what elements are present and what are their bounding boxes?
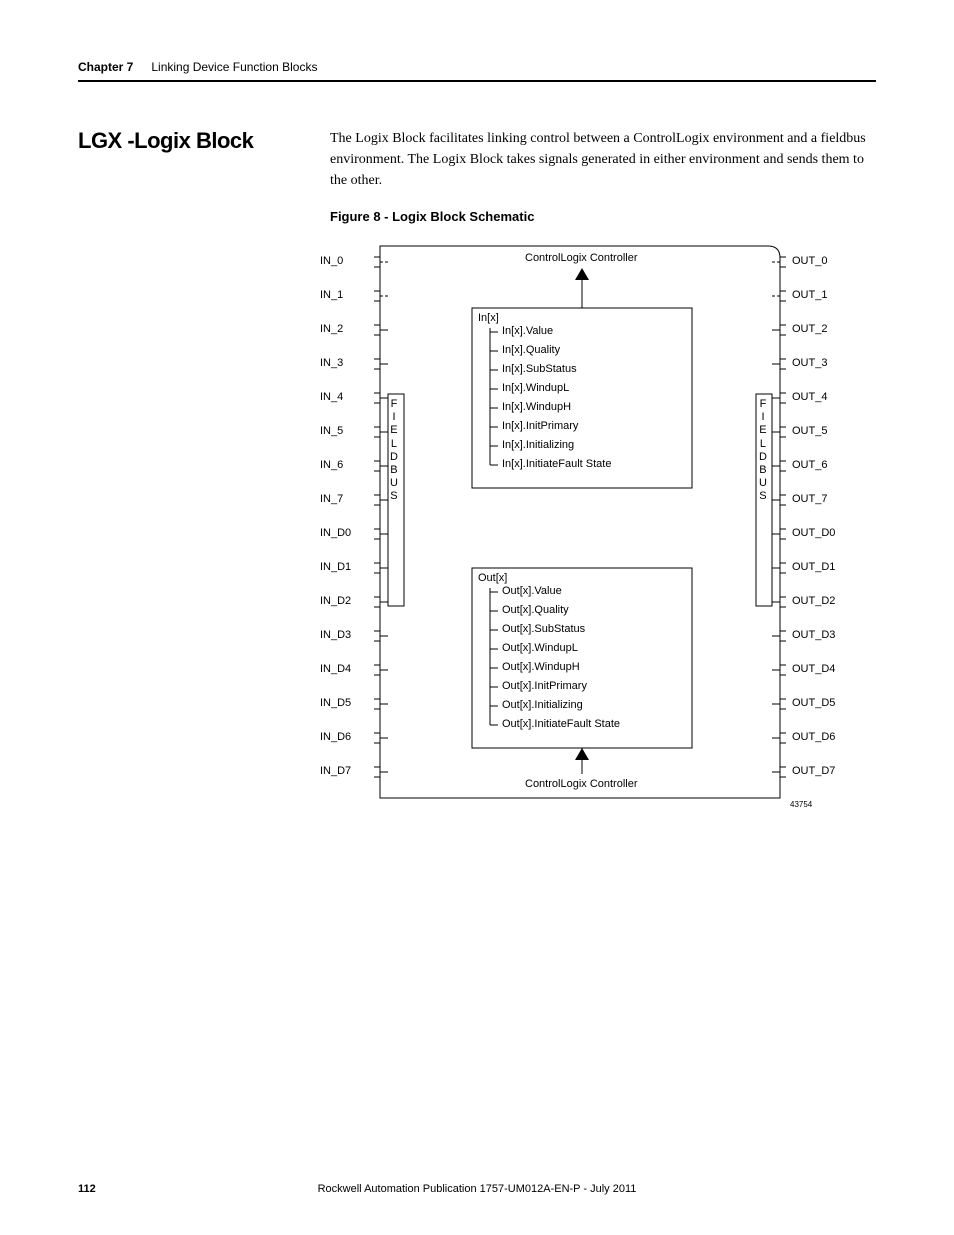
in-port-13: IN_D5 [320,697,351,709]
out-tree-item-1: Out[x].Quality [502,604,569,616]
in-port-7: IN_7 [320,493,343,505]
out-port-9: OUT_D1 [792,561,835,573]
in-port-6: IN_6 [320,459,343,471]
out-port-12: OUT_D4 [792,663,835,675]
out-tree-item-3: Out[x].WindupL [502,642,578,654]
chapter-label: Chapter 7 [78,60,133,74]
in-port-15: IN_D7 [320,765,351,777]
out-tree-item-4: Out[x].WindupH [502,661,580,673]
fieldbus-label-left: FIELDBUS [390,398,398,504]
out-port-5: OUT_5 [792,425,827,437]
in-port-5: IN_5 [320,425,343,437]
in-port-8: IN_D0 [320,527,351,539]
out-port-15: OUT_D7 [792,765,835,777]
out-port-1: OUT_1 [792,289,827,301]
in-port-4: IN_4 [320,391,343,403]
out-port-7: OUT_7 [792,493,827,505]
out-tree-root: Out[x] [478,572,507,584]
controllogix-bottom-label: ControlLogix Controller [525,778,638,790]
diagram-svg [320,238,840,828]
publication-info: Rockwell Automation Publication 1757-UM0… [318,1183,637,1195]
figure-caption: Figure 8 - Logix Block Schematic [330,209,876,224]
out-port-8: OUT_D0 [792,527,835,539]
in-tree-item-3: In[x].WindupL [502,382,569,394]
section-body: The Logix Block facilitates linking cont… [330,128,876,191]
out-port-11: OUT_D3 [792,629,835,641]
out-port-4: OUT_4 [792,391,827,403]
out-port-10: OUT_D2 [792,595,835,607]
out-tree-item-6: Out[x].Initializing [502,699,583,711]
out-port-0: OUT_0 [792,255,827,267]
content-columns: LGX -Logix Block The Logix Block facilit… [78,128,876,828]
chapter-title: Linking Device Function Blocks [151,60,317,74]
in-port-10: IN_D2 [320,595,351,607]
out-port-3: OUT_3 [792,357,827,369]
in-port-9: IN_D1 [320,561,351,573]
controllogix-top-label: ControlLogix Controller [525,252,638,264]
in-tree-item-5: In[x].InitPrimary [502,420,578,432]
running-header: Chapter 7 Linking Device Function Blocks [78,60,876,74]
left-column: LGX -Logix Block [78,128,298,828]
out-port-14: OUT_D6 [792,731,835,743]
figure-id-number: 43754 [790,800,812,809]
in-tree-root: In[x] [478,312,499,324]
in-port-12: IN_D4 [320,663,351,675]
in-tree-item-0: In[x].Value [502,325,553,337]
out-tree-item-2: Out[x].SubStatus [502,623,585,635]
page: Chapter 7 Linking Device Function Blocks… [0,0,954,1235]
page-footer: 112 Rockwell Automation Publication 1757… [78,1183,876,1195]
out-tree-item-7: Out[x].InitiateFault State [502,718,620,730]
page-number: 112 [78,1183,96,1195]
out-port-2: OUT_2 [792,323,827,335]
out-port-6: OUT_6 [792,459,827,471]
out-tree-item-5: Out[x].InitPrimary [502,680,587,692]
in-tree-item-1: In[x].Quality [502,344,560,356]
fieldbus-label-right: FIELDBUS [759,398,767,504]
in-tree-item-4: In[x].WindupH [502,401,571,413]
out-port-13: OUT_D5 [792,697,835,709]
in-port-0: IN_0 [320,255,343,267]
header-rule [78,80,876,82]
out-tree-item-0: Out[x].Value [502,585,562,597]
in-port-3: IN_3 [320,357,343,369]
section-heading: LGX -Logix Block [78,128,298,154]
in-tree-item-7: In[x].InitiateFault State [502,458,611,470]
in-tree-item-6: In[x].Initializing [502,439,574,451]
in-port-11: IN_D3 [320,629,351,641]
in-port-1: IN_1 [320,289,343,301]
right-column: The Logix Block facilitates linking cont… [330,128,876,828]
in-tree-item-2: In[x].SubStatus [502,363,577,375]
in-port-2: IN_2 [320,323,343,335]
logix-block-diagram: FIELDBUS FIELDBUS IN_0 IN_1 IN_2 IN_3 IN_4 IN_5… [320,238,840,828]
in-port-14: IN_D6 [320,731,351,743]
